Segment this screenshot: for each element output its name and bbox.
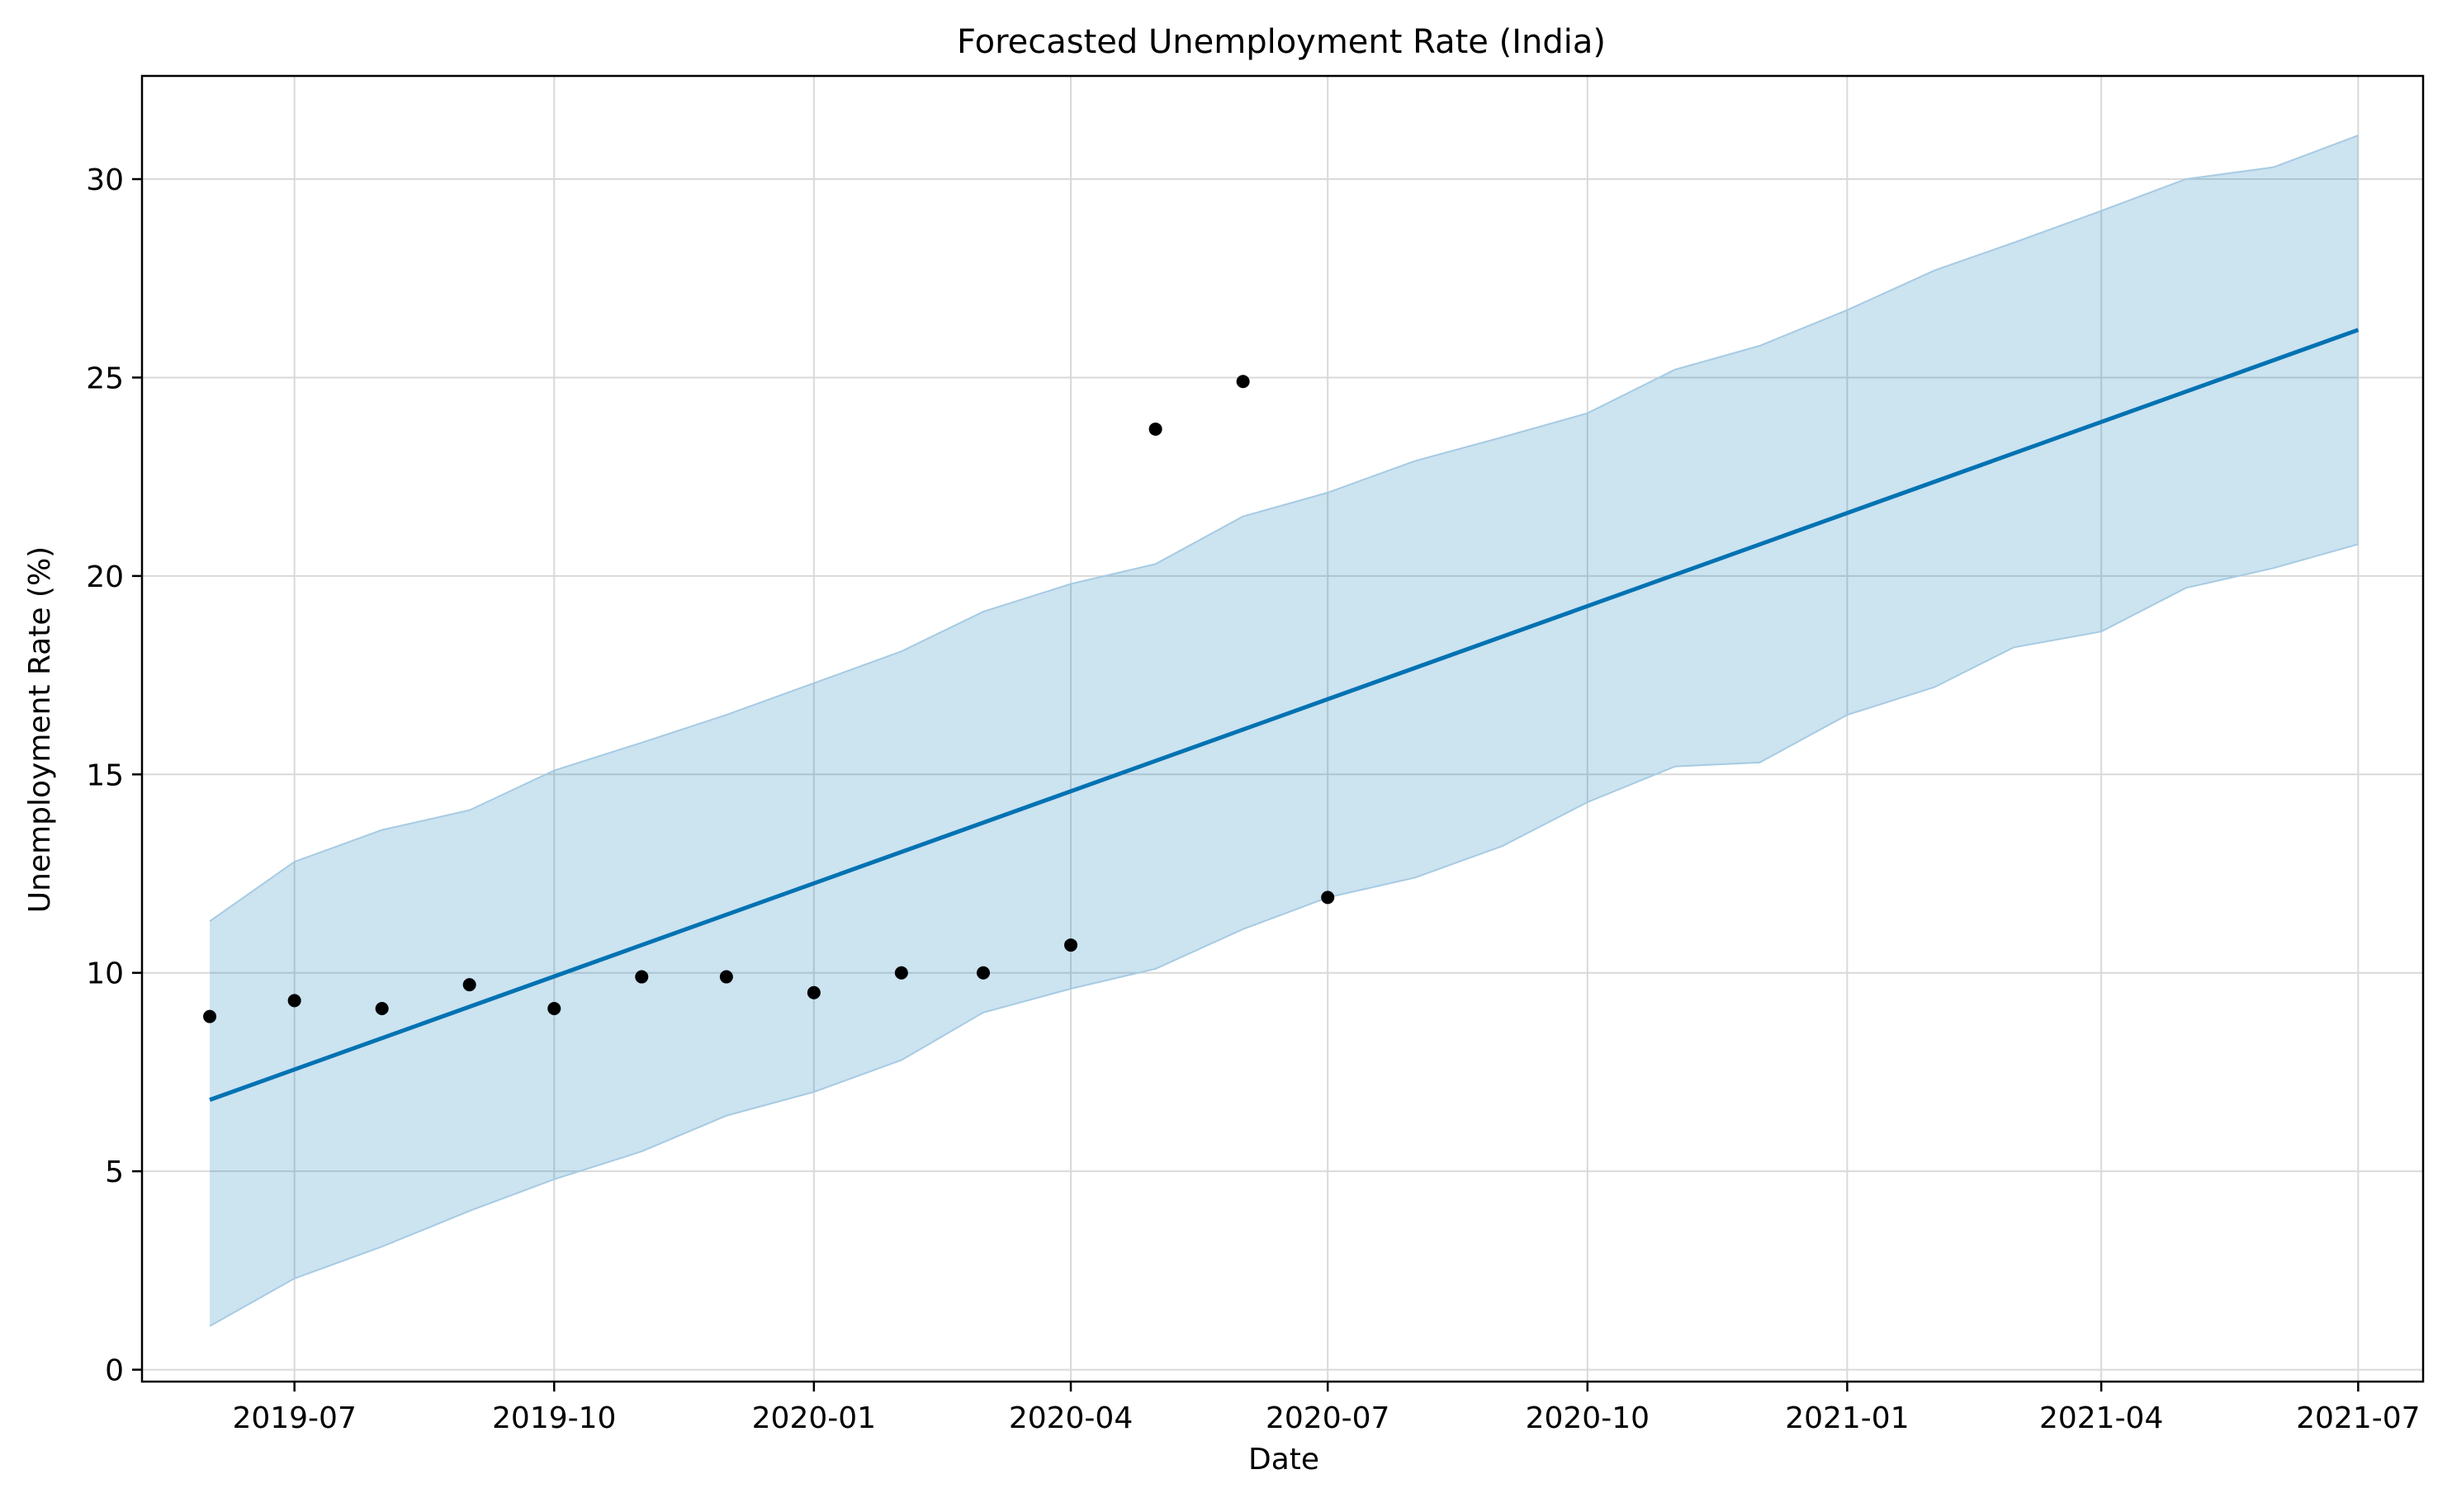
forecast-line — [209, 328, 2360, 1102]
data-point — [977, 966, 991, 980]
x-tick-label: 2020-04 — [1009, 1401, 1133, 1435]
data-point — [1148, 422, 1162, 436]
y-tick-label: 5 — [105, 1155, 124, 1189]
data-point — [1321, 891, 1335, 905]
y-tick-label: 30 — [86, 163, 124, 197]
x-tick-label: 2019-10 — [492, 1401, 616, 1435]
y-tick-label: 15 — [86, 758, 124, 792]
grid — [142, 76, 2423, 1382]
uncertainty-band — [210, 135, 2359, 1326]
chart-title: Forecasted Unemployment Rate (India) — [957, 23, 1606, 61]
band-lower-edge — [209, 543, 2359, 1327]
x-tick-label: 2021-04 — [2039, 1401, 2163, 1435]
data-point — [375, 1002, 389, 1015]
plot-frame — [140, 74, 2425, 1383]
data-point — [1064, 938, 1078, 952]
y-tick-label: 25 — [86, 361, 124, 395]
data-point — [894, 966, 908, 980]
y-tick-label: 0 — [105, 1354, 124, 1388]
band-upper-edge — [209, 135, 2359, 923]
y-tick-label: 10 — [86, 957, 124, 991]
data-point — [203, 1009, 217, 1023]
x-tick-label: 2021-01 — [1785, 1401, 1909, 1435]
data-point — [287, 994, 301, 1008]
x-tick-label: 2021-07 — [2296, 1401, 2420, 1435]
data-point — [462, 978, 476, 992]
x-tick-label: 2019-07 — [232, 1401, 356, 1435]
y-tick-label: 20 — [86, 560, 124, 594]
x-axis: 2019-07 2019-10 2020-01 2020-04 2020-07 2020-… — [232, 1382, 2421, 1435]
data-point — [547, 1002, 561, 1015]
y-axis-label: Unemployment Rate (%) — [23, 546, 57, 913]
data-point — [719, 970, 733, 984]
x-tick-label: 2020-01 — [752, 1401, 876, 1435]
data-point — [807, 985, 821, 999]
y-axis: 0 5 10 15 20 25 30 — [86, 163, 142, 1388]
x-tick-label: 2020-07 — [1266, 1401, 1389, 1435]
plot-area — [203, 135, 2360, 1327]
x-axis-label: Date — [1248, 1443, 1319, 1477]
data-point — [635, 970, 649, 984]
data-point — [1236, 375, 1250, 389]
x-tick-label: 2020-10 — [1526, 1401, 1650, 1435]
